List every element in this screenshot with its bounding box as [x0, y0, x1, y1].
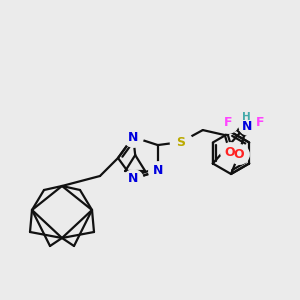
Text: S: S	[176, 136, 185, 148]
Text: N: N	[242, 120, 252, 133]
Text: O: O	[234, 148, 244, 160]
Text: N: N	[128, 172, 138, 185]
Text: F: F	[256, 116, 264, 130]
Text: O: O	[224, 146, 235, 159]
Text: F: F	[224, 116, 232, 130]
Text: N: N	[153, 164, 163, 177]
Text: N: N	[128, 130, 138, 144]
Text: H: H	[242, 112, 251, 122]
